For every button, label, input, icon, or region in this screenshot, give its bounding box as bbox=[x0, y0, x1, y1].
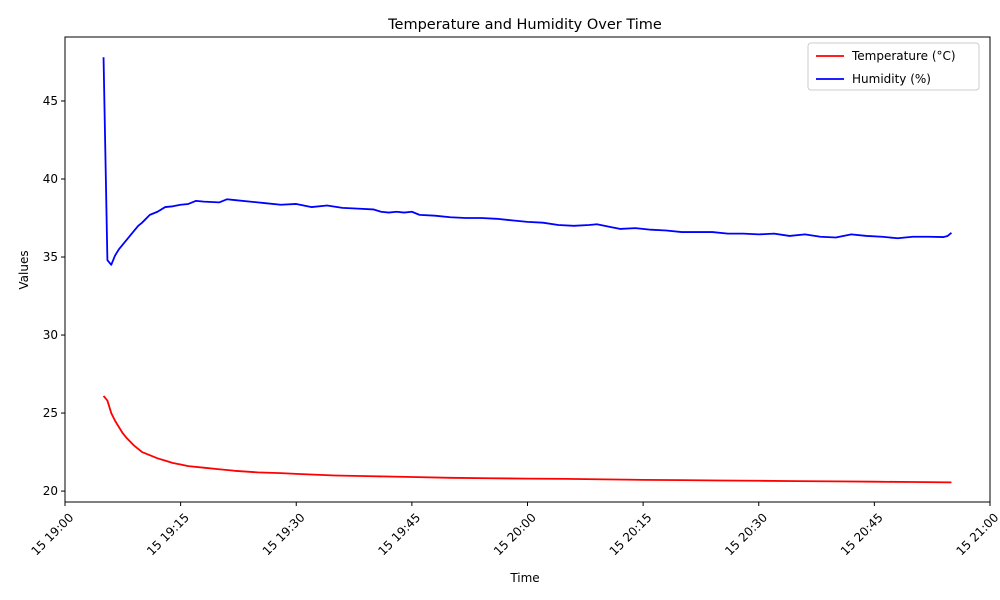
humidity-series-line bbox=[102, 57, 953, 266]
legend-label-humidity: Humidity (%) bbox=[852, 72, 931, 86]
y-axis-ticks: 20 25 30 35 40 45 bbox=[43, 94, 65, 498]
x-axis-label: Time bbox=[509, 571, 539, 585]
y-tick-label: 40 bbox=[43, 172, 58, 186]
chart-title: Temperature and Humidity Over Time bbox=[387, 17, 662, 33]
y-tick-label: 25 bbox=[43, 406, 58, 420]
y-tick-label: 35 bbox=[43, 250, 58, 264]
legend-label-temperature: Temperature (°C) bbox=[851, 49, 956, 63]
temperature-series-line bbox=[102, 395, 952, 484]
legend-box bbox=[807, 42, 980, 91]
series-layer bbox=[102, 57, 953, 484]
y-tick-label: 45 bbox=[43, 94, 58, 108]
y-axis-label: Values bbox=[17, 250, 31, 289]
y-tick-label: 20 bbox=[43, 484, 58, 498]
legend: Temperature (°C) Humidity (%) bbox=[807, 42, 980, 91]
y-tick-label: 30 bbox=[43, 328, 58, 342]
